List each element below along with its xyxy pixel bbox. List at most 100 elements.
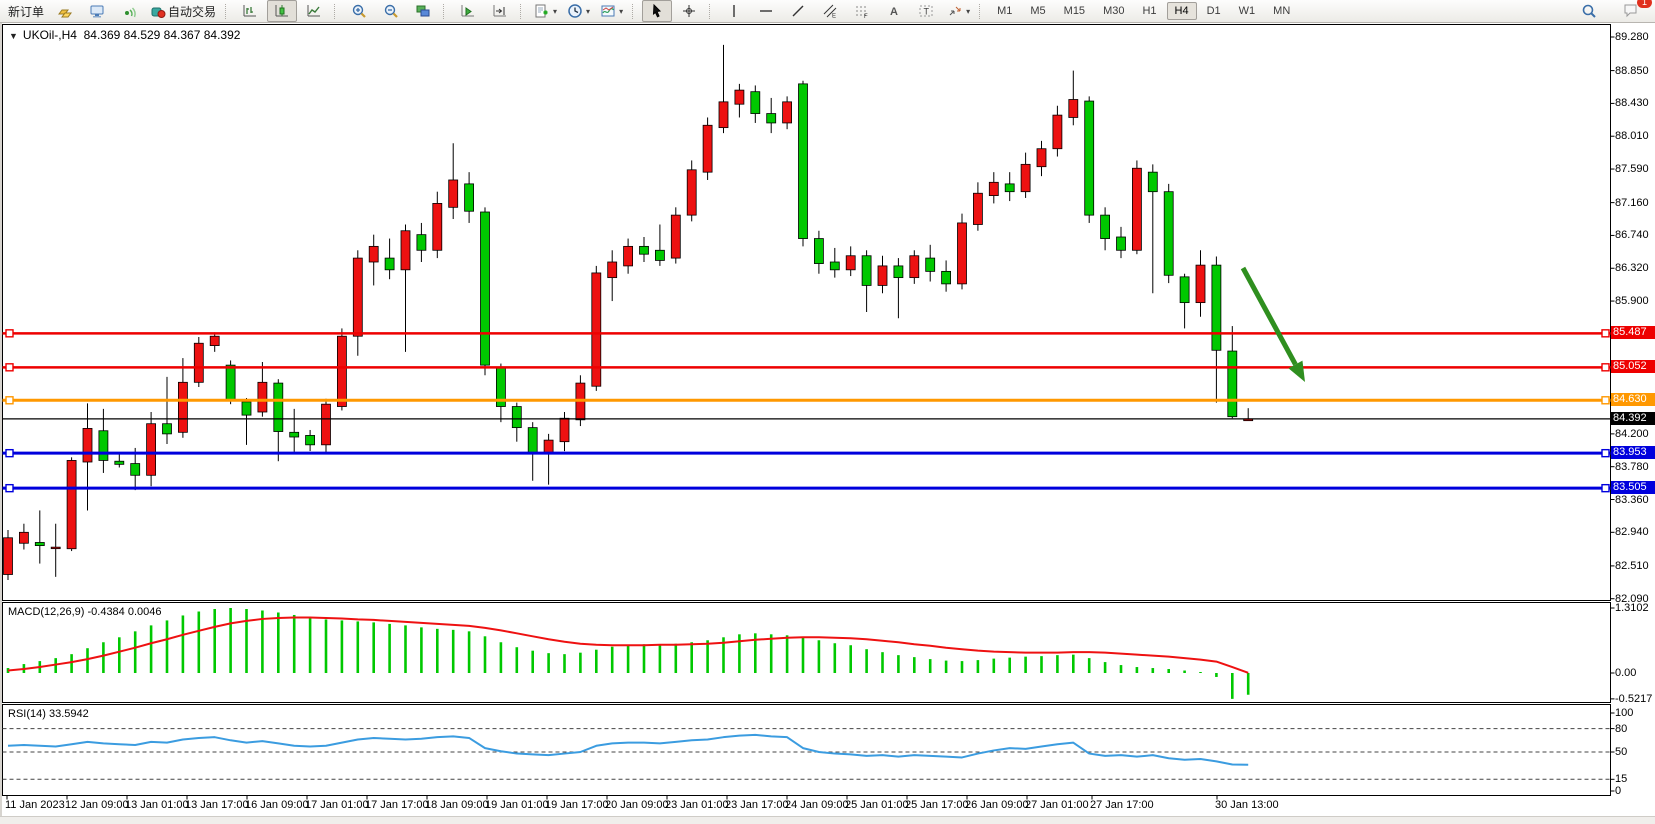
level-line-83505[interactable] <box>2 483 1611 493</box>
bull-candle <box>193 342 204 383</box>
gold-symbols-button[interactable] <box>50 0 80 22</box>
line-endpoint-marker[interactable] <box>1601 363 1610 372</box>
text-label-button[interactable]: T <box>911 0 941 22</box>
down-arrow-annotation[interactable] <box>1240 266 1305 382</box>
toolbar-separator <box>979 3 984 19</box>
macd-histogram <box>6 608 1250 699</box>
chart-shift-icon <box>493 5 507 17</box>
price-axis-label: 86.740 <box>1615 229 1649 242</box>
timeframe-mn-button[interactable]: MN <box>1273 5 1291 17</box>
bull-candle <box>432 203 443 251</box>
crosshair-button[interactable] <box>674 0 704 22</box>
bear-candle <box>1211 264 1222 351</box>
bull-candle <box>973 192 983 225</box>
line-endpoint-marker[interactable] <box>5 329 14 338</box>
trendline-button[interactable] <box>783 0 813 22</box>
level-line-83953[interactable] <box>2 448 1611 458</box>
autotrade-button[interactable]: 自动交易 <box>146 0 220 22</box>
line-endpoint-marker[interactable] <box>1601 483 1610 493</box>
line-endpoint-marker[interactable] <box>5 483 14 493</box>
new-order-button[interactable]: 新订单 <box>4 0 48 22</box>
macd-panel[interactable] <box>2 602 1611 703</box>
bar-chart-button[interactable] <box>235 0 265 22</box>
rsi-panel[interactable] <box>2 704 1611 796</box>
line-endpoint-marker[interactable] <box>5 396 14 405</box>
zoom-in-button[interactable] <box>344 0 374 22</box>
indicators-button[interactable]: ▾ <box>530 0 561 22</box>
time-axis-label: 25 Jan 01:00 <box>845 799 909 811</box>
timeframe-m1-button[interactable]: M1 <box>997 5 1013 17</box>
signal-icon <box>125 7 136 18</box>
cursor-button[interactable] <box>642 0 673 22</box>
timeframe-h4-button[interactable]: H4 <box>1166 2 1197 20</box>
line-endpoint-marker[interactable] <box>1601 396 1610 405</box>
clock-icon <box>568 4 582 18</box>
candles <box>3 44 1254 580</box>
zoom-out-button[interactable] <box>376 0 406 22</box>
bear-candle <box>1179 276 1190 304</box>
rsi-indicator-label: RSI(14) 33.5942 <box>8 708 89 720</box>
toolbar-separator <box>709 3 714 19</box>
shapes-button[interactable]: ▾ <box>943 0 974 22</box>
chart-shift-button[interactable] <box>485 0 515 22</box>
level-line-85052[interactable] <box>2 363 1611 372</box>
timeframe-w1-button[interactable]: W1 <box>1238 5 1256 17</box>
bear-candle <box>384 257 395 271</box>
notifications-button[interactable]: 1 <box>1616 0 1652 22</box>
signals-button[interactable] <box>114 0 144 22</box>
channel-button[interactable]: E <box>815 0 845 22</box>
bear-candle <box>925 257 936 272</box>
line-endpoint-marker[interactable] <box>1601 329 1610 338</box>
templates-button[interactable]: ▾ <box>596 0 627 22</box>
time-axis-label: 19 Jan 01:00 <box>485 799 549 811</box>
timeframe-d1-button[interactable]: D1 <box>1206 5 1221 17</box>
bull-candle <box>734 89 745 105</box>
bear-candle <box>273 382 284 432</box>
price-axis-label: 86.320 <box>1615 262 1649 275</box>
svg-text:A: A <box>890 6 898 18</box>
bear-candle <box>814 238 824 264</box>
price-tag-84.392: 84.392 <box>1611 411 1655 425</box>
bull-candle <box>1132 167 1142 251</box>
terminal-button[interactable] <box>82 0 112 22</box>
symbol-dropdown-icon[interactable]: ▼ <box>9 31 18 41</box>
bull-candle <box>607 261 618 279</box>
line-endpoint-marker[interactable] <box>5 363 14 372</box>
line-chart-button[interactable] <box>299 0 329 22</box>
fibonacci-button[interactable]: F <box>847 0 877 22</box>
bear-candle <box>527 427 538 454</box>
bull-candle <box>718 101 729 129</box>
bull-candle <box>845 255 856 271</box>
text-button[interactable]: A <box>879 0 909 22</box>
level-line-8463[interactable] <box>2 396 1611 405</box>
timeframe-m5-button[interactable]: M5 <box>1030 5 1046 17</box>
time-axis-label: 30 Jan 13:00 <box>1215 799 1279 811</box>
macd-indicator-label: MACD(12,26,9) -0.4384 0.0046 <box>8 606 162 618</box>
bear-candle <box>893 265 904 279</box>
candlestick-button[interactable] <box>267 0 298 22</box>
periods-button[interactable]: ▾ <box>563 0 594 22</box>
svg-text:F: F <box>864 14 868 19</box>
search-button[interactable] <box>1574 0 1604 22</box>
vertical-line-button[interactable] <box>719 0 749 22</box>
timeframe-m30-button[interactable]: M30 <box>1103 5 1125 17</box>
ohlc-values: 84.369 84.529 84.367 84.392 <box>83 28 241 42</box>
bull-candle <box>877 265 888 286</box>
timeframe-m15-button[interactable]: M15 <box>1063 5 1086 17</box>
macd-scale-label: 1.3102 <box>1615 602 1649 614</box>
horizontal-line-button[interactable] <box>751 0 781 22</box>
timeframe-h1-button[interactable]: H1 <box>1142 5 1157 17</box>
bull-candle <box>988 181 999 196</box>
line-endpoint-marker[interactable] <box>5 448 14 458</box>
autotrade-button-label: 自动交易 <box>168 4 217 19</box>
bear-candle <box>639 245 649 255</box>
auto-scroll-button[interactable] <box>453 0 483 22</box>
macd-scale-label: -0.5217 <box>1615 692 1653 705</box>
notification-badge: 1 <box>1637 0 1652 8</box>
tile-windows-button[interactable] <box>408 0 438 22</box>
line-endpoint-marker[interactable] <box>1601 448 1610 458</box>
level-line-85487[interactable] <box>2 329 1611 338</box>
